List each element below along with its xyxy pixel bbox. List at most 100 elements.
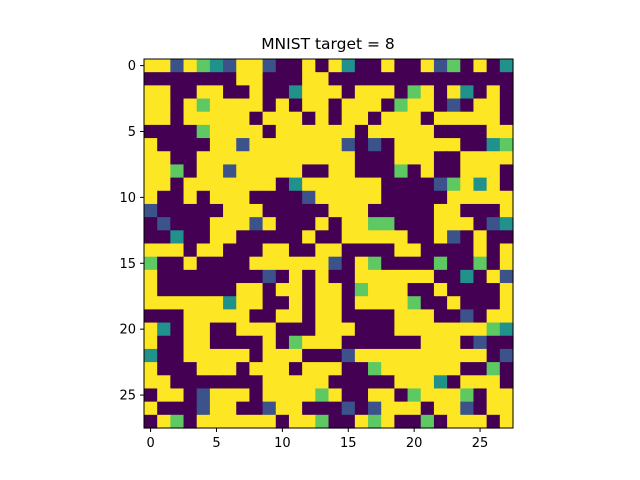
heatmap-cell (394, 230, 409, 245)
heatmap-cell (209, 388, 224, 403)
heatmap-cell (223, 348, 237, 363)
heatmap-cell (499, 401, 514, 416)
heatmap-cell (157, 375, 171, 390)
heatmap-cell (394, 190, 409, 205)
heatmap-cell (209, 151, 224, 166)
heatmap-cell (144, 283, 158, 297)
heatmap-cell (460, 111, 475, 126)
heatmap-cell (302, 362, 316, 376)
heatmap-cell (209, 72, 224, 86)
heatmap-cell (394, 388, 409, 403)
heatmap-cell (262, 203, 277, 218)
heatmap-cell (394, 269, 409, 284)
heatmap-cell (302, 401, 316, 416)
y-tick-label: 25 (119, 389, 136, 404)
heatmap-cell (157, 348, 171, 363)
heatmap-cell (302, 296, 316, 310)
heatmap-cell (433, 322, 448, 337)
heatmap-cell (223, 309, 237, 324)
heatmap-cell (262, 177, 277, 192)
heatmap-cell (302, 138, 316, 152)
heatmap-cell (420, 375, 435, 390)
heatmap-cell (433, 190, 448, 205)
heatmap-cell (275, 414, 290, 429)
heatmap-cell (328, 85, 343, 100)
heatmap-cell (236, 230, 251, 245)
heatmap-cell (486, 217, 501, 231)
heatmap-cell (236, 217, 251, 231)
heatmap-cell (275, 230, 290, 245)
heatmap-cell (354, 269, 369, 284)
heatmap-cell (407, 111, 422, 126)
heatmap-cell (486, 138, 501, 152)
heatmap-cell (381, 124, 395, 139)
heatmap-cell (170, 138, 185, 152)
heatmap-cell (209, 164, 224, 179)
heatmap-cell (394, 309, 409, 324)
heatmap-cell (223, 203, 237, 218)
heatmap-cell (420, 59, 435, 73)
heatmap-cell (381, 243, 395, 258)
heatmap-cell (183, 190, 198, 205)
heatmap-cell (288, 283, 303, 297)
heatmap-cell (433, 296, 448, 310)
heatmap-cell (275, 85, 290, 100)
heatmap-cell (499, 230, 514, 245)
heatmap-cell (315, 322, 330, 337)
heatmap-cell (236, 309, 251, 324)
heatmap-cell (170, 362, 185, 376)
heatmap-cell (288, 151, 303, 166)
heatmap-cell (328, 151, 343, 166)
heatmap-cell (209, 190, 224, 205)
heatmap-cell (381, 138, 395, 152)
heatmap-cell (473, 230, 488, 245)
heatmap-cell (302, 124, 316, 139)
heatmap-cell (196, 388, 211, 403)
heatmap-cell (183, 322, 198, 337)
heatmap-cell (341, 309, 356, 324)
heatmap-cell (223, 362, 237, 376)
heatmap-cell (394, 164, 409, 179)
heatmap-cell (209, 256, 224, 271)
heatmap-cell (473, 335, 488, 350)
heatmap-cell (288, 388, 303, 403)
heatmap-cell (460, 269, 475, 284)
heatmap-cell (420, 138, 435, 152)
heatmap-cell (368, 335, 382, 350)
heatmap-cell (433, 85, 448, 100)
heatmap-cell (394, 296, 409, 310)
heatmap-cell (394, 151, 409, 166)
heatmap-cell (381, 72, 395, 86)
heatmap-cell (236, 362, 251, 376)
heatmap-cell (249, 230, 264, 245)
heatmap-cell (499, 256, 514, 271)
heatmap-cell (354, 190, 369, 205)
heatmap-cell (381, 309, 395, 324)
heatmap-cell (368, 375, 382, 390)
heatmap-cell (341, 362, 356, 376)
heatmap-cell (196, 217, 211, 231)
heatmap-cell (262, 375, 277, 390)
heatmap-cell (288, 98, 303, 113)
heatmap-cell (288, 203, 303, 218)
heatmap-cell (407, 72, 422, 86)
heatmap-cell (223, 217, 237, 231)
heatmap-cell (460, 375, 475, 390)
heatmap-cell (447, 269, 461, 284)
heatmap-cell (249, 401, 264, 416)
heatmap-cell (407, 362, 422, 376)
heatmap-cell (433, 348, 448, 363)
heatmap-cell (433, 375, 448, 390)
heatmap-cell (275, 59, 290, 73)
heatmap-cell (473, 348, 488, 363)
heatmap-cell (249, 124, 264, 139)
heatmap-cell (249, 59, 264, 73)
heatmap-cell (420, 256, 435, 271)
heatmap-cell (394, 362, 409, 376)
heatmap-cell (196, 138, 211, 152)
heatmap-cell (170, 309, 185, 324)
heatmap-cell (223, 72, 237, 86)
heatmap-cell (473, 59, 488, 73)
heatmap-cell (381, 203, 395, 218)
heatmap-cell (447, 85, 461, 100)
